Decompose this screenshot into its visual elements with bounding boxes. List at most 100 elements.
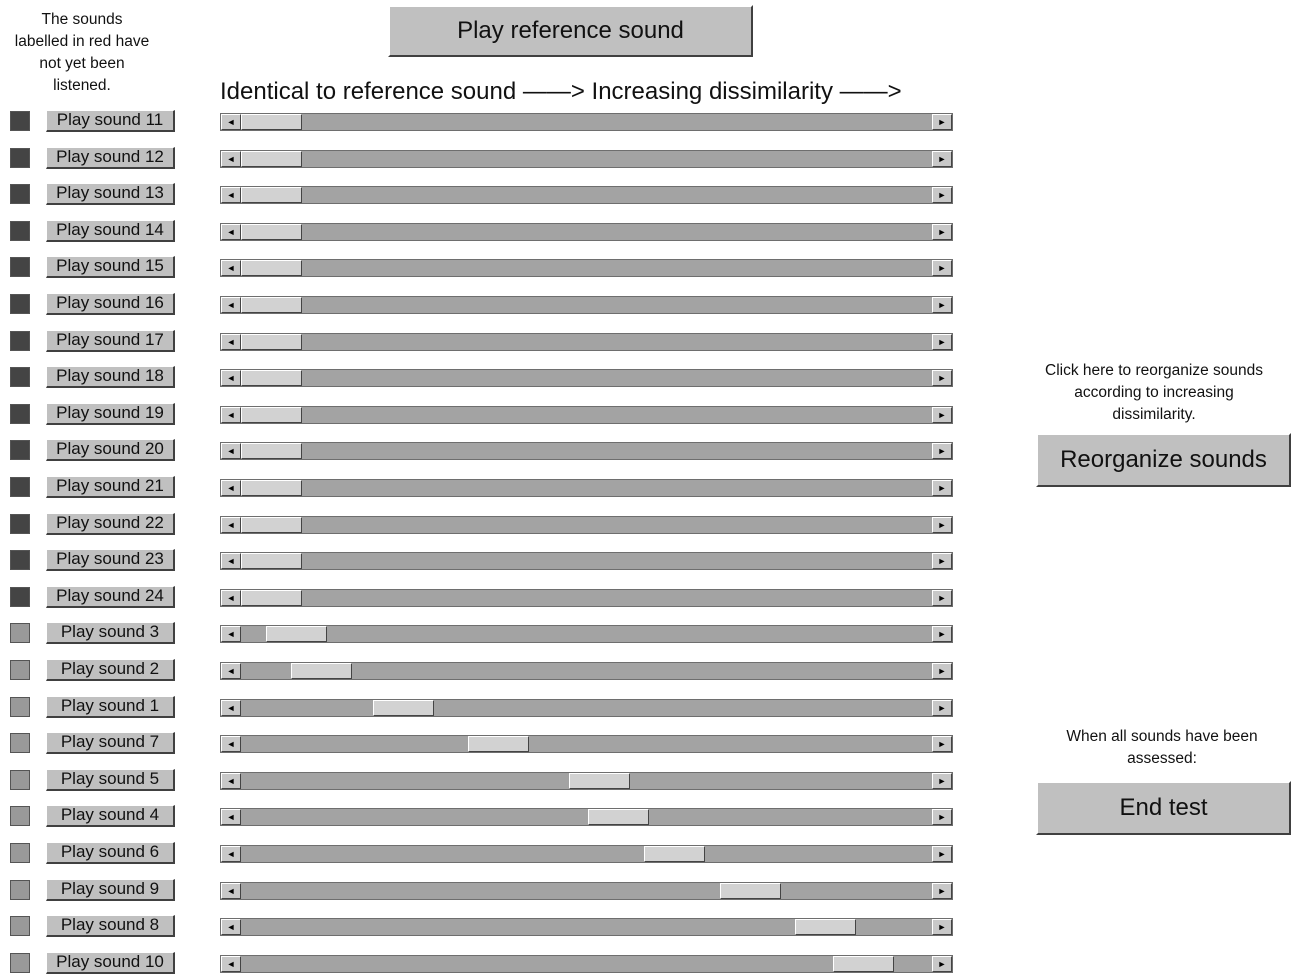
- play-sound-button[interactable]: Play sound 7: [46, 732, 175, 754]
- slider-thumb[interactable]: [241, 187, 302, 203]
- scroll-left-arrow-icon[interactable]: ◄: [221, 919, 241, 935]
- scroll-right-arrow-icon[interactable]: ►: [932, 919, 952, 935]
- dissimilarity-slider[interactable]: ◄ ►: [220, 259, 953, 277]
- play-sound-button[interactable]: Play sound 18: [46, 366, 175, 388]
- scroll-right-arrow-icon[interactable]: ►: [932, 334, 952, 350]
- play-sound-button[interactable]: Play sound 14: [46, 220, 175, 242]
- play-sound-button[interactable]: Play sound 11: [46, 110, 175, 132]
- scroll-left-arrow-icon[interactable]: ◄: [221, 956, 241, 972]
- scroll-left-arrow-icon[interactable]: ◄: [221, 626, 241, 642]
- scroll-right-arrow-icon[interactable]: ►: [932, 553, 952, 569]
- play-sound-button[interactable]: Play sound 13: [46, 183, 175, 205]
- play-sound-button[interactable]: Play sound 9: [46, 879, 175, 901]
- slider-thumb[interactable]: [241, 114, 302, 130]
- scroll-right-arrow-icon[interactable]: ►: [932, 480, 952, 496]
- dissimilarity-slider[interactable]: ◄ ►: [220, 955, 953, 973]
- scroll-right-arrow-icon[interactable]: ►: [932, 517, 952, 533]
- scroll-left-arrow-icon[interactable]: ◄: [221, 151, 241, 167]
- scroll-left-arrow-icon[interactable]: ◄: [221, 517, 241, 533]
- slider-thumb[interactable]: [241, 517, 302, 533]
- slider-thumb[interactable]: [241, 370, 302, 386]
- scroll-left-arrow-icon[interactable]: ◄: [221, 663, 241, 679]
- slider-thumb[interactable]: [241, 443, 302, 459]
- scroll-left-arrow-icon[interactable]: ◄: [221, 773, 241, 789]
- scroll-right-arrow-icon[interactable]: ►: [932, 590, 952, 606]
- play-sound-button[interactable]: Play sound 20: [46, 439, 175, 461]
- dissimilarity-slider[interactable]: ◄ ►: [220, 772, 953, 790]
- slider-thumb[interactable]: [588, 809, 649, 825]
- scroll-left-arrow-icon[interactable]: ◄: [221, 590, 241, 606]
- slider-thumb[interactable]: [644, 846, 705, 862]
- dissimilarity-slider[interactable]: ◄ ►: [220, 150, 953, 168]
- scroll-right-arrow-icon[interactable]: ►: [932, 809, 952, 825]
- dissimilarity-slider[interactable]: ◄ ►: [220, 662, 953, 680]
- slider-thumb[interactable]: [833, 956, 894, 972]
- dissimilarity-slider[interactable]: ◄ ►: [220, 699, 953, 717]
- scroll-left-arrow-icon[interactable]: ◄: [221, 736, 241, 752]
- slider-thumb[interactable]: [266, 626, 327, 642]
- slider-thumb[interactable]: [241, 260, 302, 276]
- scroll-left-arrow-icon[interactable]: ◄: [221, 809, 241, 825]
- dissimilarity-slider[interactable]: ◄ ►: [220, 406, 953, 424]
- play-sound-button[interactable]: Play sound 24: [46, 586, 175, 608]
- play-sound-button[interactable]: Play sound 2: [46, 659, 175, 681]
- scroll-left-arrow-icon[interactable]: ◄: [221, 846, 241, 862]
- dissimilarity-slider[interactable]: ◄ ►: [220, 516, 953, 534]
- play-sound-button[interactable]: Play sound 12: [46, 147, 175, 169]
- play-sound-button[interactable]: Play sound 1: [46, 696, 175, 718]
- scroll-left-arrow-icon[interactable]: ◄: [221, 553, 241, 569]
- scroll-left-arrow-icon[interactable]: ◄: [221, 114, 241, 130]
- dissimilarity-slider[interactable]: ◄ ►: [220, 479, 953, 497]
- scroll-right-arrow-icon[interactable]: ►: [932, 114, 952, 130]
- dissimilarity-slider[interactable]: ◄ ►: [220, 735, 953, 753]
- slider-thumb[interactable]: [720, 883, 781, 899]
- scroll-left-arrow-icon[interactable]: ◄: [221, 480, 241, 496]
- slider-thumb[interactable]: [241, 224, 302, 240]
- slider-thumb[interactable]: [468, 736, 529, 752]
- dissimilarity-slider[interactable]: ◄ ►: [220, 845, 953, 863]
- dissimilarity-slider[interactable]: ◄ ►: [220, 808, 953, 826]
- dissimilarity-slider[interactable]: ◄ ►: [220, 113, 953, 131]
- scroll-right-arrow-icon[interactable]: ►: [932, 443, 952, 459]
- slider-thumb[interactable]: [241, 297, 302, 313]
- dissimilarity-slider[interactable]: ◄ ►: [220, 223, 953, 241]
- slider-thumb[interactable]: [241, 151, 302, 167]
- play-sound-button[interactable]: Play sound 5: [46, 769, 175, 791]
- slider-thumb[interactable]: [569, 773, 630, 789]
- end-test-button[interactable]: End test: [1036, 781, 1291, 835]
- scroll-right-arrow-icon[interactable]: ►: [932, 663, 952, 679]
- scroll-right-arrow-icon[interactable]: ►: [932, 260, 952, 276]
- scroll-left-arrow-icon[interactable]: ◄: [221, 407, 241, 423]
- scroll-right-arrow-icon[interactable]: ►: [932, 700, 952, 716]
- play-sound-button[interactable]: Play sound 15: [46, 256, 175, 278]
- scroll-right-arrow-icon[interactable]: ►: [932, 370, 952, 386]
- scroll-left-arrow-icon[interactable]: ◄: [221, 443, 241, 459]
- play-reference-sound-button[interactable]: Play reference sound: [388, 5, 753, 57]
- scroll-left-arrow-icon[interactable]: ◄: [221, 700, 241, 716]
- scroll-right-arrow-icon[interactable]: ►: [932, 846, 952, 862]
- scroll-right-arrow-icon[interactable]: ►: [932, 883, 952, 899]
- scroll-left-arrow-icon[interactable]: ◄: [221, 187, 241, 203]
- dissimilarity-slider[interactable]: ◄ ►: [220, 882, 953, 900]
- scroll-right-arrow-icon[interactable]: ►: [932, 626, 952, 642]
- slider-thumb[interactable]: [241, 553, 302, 569]
- play-sound-button[interactable]: Play sound 21: [46, 476, 175, 498]
- scroll-right-arrow-icon[interactable]: ►: [932, 773, 952, 789]
- play-sound-button[interactable]: Play sound 16: [46, 293, 175, 315]
- slider-thumb[interactable]: [241, 590, 302, 606]
- reorganize-sounds-button[interactable]: Reorganize sounds: [1036, 433, 1291, 487]
- play-sound-button[interactable]: Play sound 3: [46, 622, 175, 644]
- dissimilarity-slider[interactable]: ◄ ►: [220, 333, 953, 351]
- play-sound-button[interactable]: Play sound 8: [46, 915, 175, 937]
- dissimilarity-slider[interactable]: ◄ ►: [220, 552, 953, 570]
- slider-thumb[interactable]: [795, 919, 856, 935]
- play-sound-button[interactable]: Play sound 6: [46, 842, 175, 864]
- scroll-left-arrow-icon[interactable]: ◄: [221, 297, 241, 313]
- play-sound-button[interactable]: Play sound 10: [46, 952, 175, 974]
- scroll-left-arrow-icon[interactable]: ◄: [221, 260, 241, 276]
- scroll-left-arrow-icon[interactable]: ◄: [221, 224, 241, 240]
- slider-thumb[interactable]: [373, 700, 434, 716]
- dissimilarity-slider[interactable]: ◄ ►: [220, 589, 953, 607]
- dissimilarity-slider[interactable]: ◄ ►: [220, 369, 953, 387]
- play-sound-button[interactable]: Play sound 17: [46, 330, 175, 352]
